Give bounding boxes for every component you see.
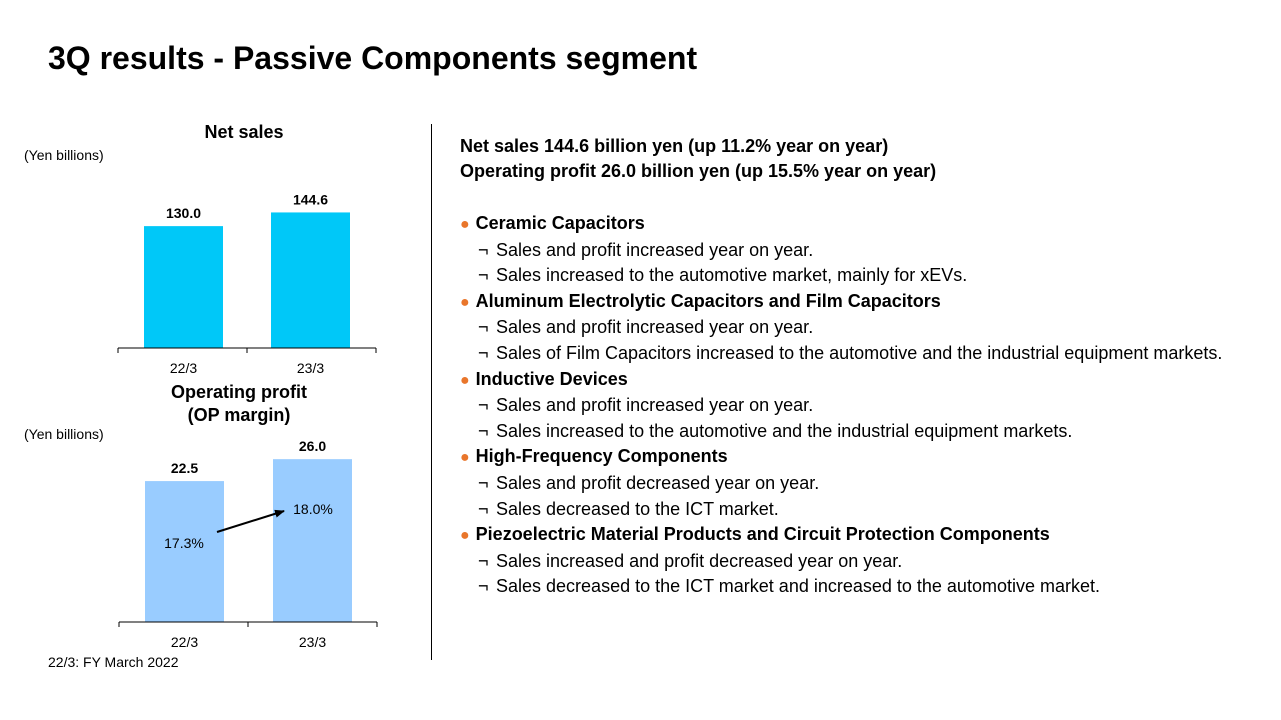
- bar-22-3: [145, 481, 224, 622]
- operating-profit-chart-svg: Operating profit (OP margin) (Yen billio…: [24, 382, 378, 650]
- bar-22-3: [144, 226, 223, 348]
- segment-item-text: Sales and profit increased year on year.: [496, 317, 814, 338]
- segment-title: Inductive Devices: [475, 368, 628, 389]
- segment-item-text: Sales increased and profit decreased yea…: [496, 550, 903, 571]
- net-sales-chart-title: Net sales: [204, 122, 283, 142]
- net-sales-chart: Net sales (Yen billions) 130.0 22/3 144.6 2…: [0, 110, 400, 380]
- page-title: 3Q results - Passive Components segment: [48, 40, 698, 76]
- segment-item-text: Sales decreased to the ICT market and in…: [496, 576, 1100, 597]
- bullet-dot-icon: ●: [460, 293, 470, 311]
- segment-item-text: Sales decreased to the ICT market.: [496, 498, 779, 519]
- segment-heading: ● Ceramic Capacitors: [460, 211, 1250, 238]
- segment-item: ¬ Sales of Film Capacitors increased to t…: [460, 341, 1250, 367]
- op-margin-label: 18.0%: [293, 501, 333, 517]
- vertical-divider: [431, 124, 432, 660]
- bar-value-label: 22.5: [171, 460, 198, 476]
- x-tick-label: 23/3: [297, 360, 324, 376]
- net-sales-chart-svg: Net sales (Yen billions) 130.0 22/3 144.6 2…: [24, 122, 377, 376]
- net-sales-unit-label: (Yen billions): [24, 147, 104, 163]
- net-sales-bars: 130.0 22/3 144.6 23/3: [144, 191, 350, 376]
- segment-item: ¬ Sales increased to the automotive marke…: [460, 263, 1250, 289]
- segment-item-text: Sales and profit decreased year on year.: [496, 472, 820, 493]
- bullet-dot-icon: ●: [460, 371, 470, 389]
- sub-bullet-icon: ¬: [478, 317, 489, 338]
- bullet-dot-icon: ●: [460, 216, 470, 233]
- sub-bullet-icon: ¬: [478, 342, 489, 363]
- segment-item-text: Sales and profit increased year on year.: [496, 239, 814, 260]
- segment-item: ¬ Sales increased and profit decreased ye…: [460, 549, 1250, 575]
- bullet-dot-icon: ●: [460, 449, 470, 467]
- op-margin-label: 17.3%: [164, 535, 204, 551]
- operating-profit-bars: 22.5 22/3 17.3% 26.0 23/3 18.0%: [145, 438, 352, 650]
- bar-value-label: 26.0: [299, 438, 326, 454]
- sub-bullet-icon: ¬: [478, 498, 489, 519]
- op-margin-arrow: [216, 509, 285, 533]
- operating-profit-unit-label: (Yen billions): [24, 426, 104, 442]
- sub-bullet-icon: ¬: [478, 239, 489, 260]
- segment-item-text: Sales increased to the automotive and th…: [496, 420, 1073, 441]
- sub-bullet-icon: ¬: [478, 420, 489, 441]
- bar-value-label: 144.6: [293, 191, 328, 207]
- segment-heading: ● Piezoelectric Material Products and Cir…: [460, 522, 1250, 549]
- segment-item: ¬ Sales and profit decreased year on year…: [460, 471, 1250, 497]
- results-text-panel: Net sales 144.6 billion yen (up 11.2% ye…: [460, 134, 1250, 600]
- operating-profit-chart-title: Operating profit: [171, 382, 307, 402]
- segment-item-text: Sales of Film Capacitors increased to th…: [496, 342, 1223, 363]
- segment-heading: ● Inductive Devices: [460, 367, 1250, 394]
- bar-23-3: [271, 212, 350, 348]
- segment-item: ¬ Sales increased to the automotive and t…: [460, 419, 1250, 445]
- sub-bullet-icon: ¬: [478, 472, 489, 493]
- x-tick-label: 23/3: [299, 634, 326, 650]
- bar-value-label: 130.0: [166, 205, 201, 221]
- segment-heading: ● High-Frequency Components: [460, 444, 1250, 471]
- segment-item: ¬ Sales and profit increased year on year…: [460, 238, 1250, 264]
- segment-item-text: Sales increased to the automotive market…: [496, 265, 968, 286]
- sub-bullet-icon: ¬: [478, 395, 489, 416]
- segment-item: ¬ Sales decreased to the ICT market.: [460, 497, 1250, 523]
- segment-list: ● Ceramic Capacitors ¬ Sales and profit inc…: [460, 211, 1250, 600]
- segment-title: High-Frequency Components: [475, 446, 728, 467]
- bullet-dot-icon: ●: [460, 527, 470, 545]
- summary-net-sales: Net sales 144.6 billion yen (up 11.2% ye…: [460, 136, 889, 156]
- sub-bullet-icon: ¬: [478, 265, 489, 286]
- sub-bullet-icon: ¬: [478, 550, 489, 571]
- segment-item: ¬ Sales decreased to the ICT market and i…: [460, 574, 1250, 600]
- segment-heading: ● Aluminum Electrolytic Capacitors and Fi…: [460, 289, 1250, 316]
- x-tick-label: 22/3: [170, 360, 197, 376]
- summary-operating-profit: Operating profit 26.0 billion yen (up 15…: [460, 161, 937, 181]
- sub-bullet-icon: ¬: [478, 576, 489, 597]
- segment-title: Ceramic Capacitors: [475, 213, 645, 233]
- x-tick-label: 22/3: [171, 634, 198, 650]
- operating-profit-chart: Operating profit (OP margin) (Yen billio…: [0, 380, 400, 650]
- operating-profit-chart-subtitle: (OP margin): [188, 405, 291, 425]
- bar-23-3: [273, 459, 352, 622]
- footnote: 22/3: FY March 2022: [48, 654, 179, 670]
- segment-title: Piezoelectric Material Products and Circ…: [475, 524, 1050, 545]
- segment-title: Aluminum Electrolytic Capacitors and Fil…: [475, 290, 941, 311]
- segment-item: ¬ Sales and profit increased year on year…: [460, 393, 1250, 419]
- segment-item: ¬ Sales and profit increased year on year…: [460, 315, 1250, 341]
- segment-item-text: Sales and profit increased year on year.: [496, 395, 814, 416]
